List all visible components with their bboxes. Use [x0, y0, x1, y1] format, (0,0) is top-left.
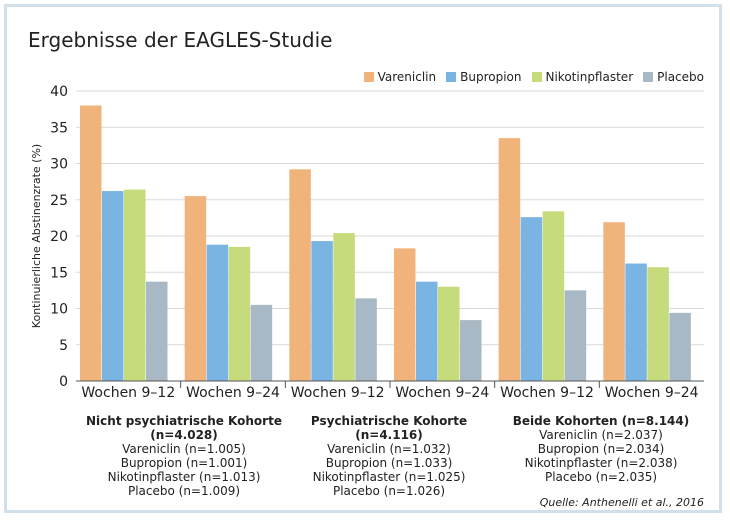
x-tick-label: Wochen 9–24 — [395, 385, 489, 401]
y-tick-label: 5 — [59, 338, 68, 354]
legend-item-vareniclin: Vareniclin — [363, 70, 437, 84]
x-tick-label: Wochen 9–24 — [186, 385, 280, 401]
legend-item-placebo: Placebo — [643, 70, 704, 84]
group-line: Bupropion (n=2.034) — [537, 442, 665, 456]
bar-vareniclin-1 — [184, 196, 207, 381]
bar-nikotinpflaster-1 — [228, 246, 251, 381]
bar-vareniclin-3 — [394, 248, 416, 381]
group-info-beide: Beide Kohorten (n=8.144) Vareniclin (n=2… — [496, 414, 706, 484]
bar-bupropion-3 — [416, 281, 438, 381]
group-head: Beide Kohorten (n=8.144) — [512, 414, 690, 428]
legend-label-placebo: Placebo — [657, 70, 704, 84]
legend-swatch-vareniclin — [363, 72, 374, 82]
legend: Vareniclin Bupropion Nikotinpflaster Pla… — [363, 70, 704, 84]
bar-placebo-5 — [669, 312, 691, 381]
y-tick-label: 10 — [50, 302, 68, 318]
bar-nikotinpflaster-0 — [124, 189, 146, 381]
bar-vareniclin-4 — [498, 138, 521, 381]
group-line: Placebo (n=2.035) — [544, 470, 658, 484]
legend-item-bupropion: Bupropion — [446, 70, 522, 84]
group-line: Bupropion (n=1.001) — [120, 456, 248, 470]
group-line: Bupropion (n=1.033) — [325, 456, 453, 470]
group-head: Psychiatrische Kohorte (n=4.116) — [310, 414, 468, 442]
bar-placebo-3 — [460, 320, 482, 381]
bar-vareniclin-0 — [80, 105, 102, 381]
legend-swatch-nikotinpflaster — [531, 72, 542, 82]
bar-nikotinpflaster-5 — [647, 267, 669, 381]
x-tick-label: Wochen 9–12 — [81, 385, 175, 401]
y-tick-label: 25 — [50, 193, 68, 209]
bar-placebo-2 — [355, 298, 377, 381]
group-line: Nikotinpflaster (n=1.013) — [107, 470, 261, 484]
y-tick-label: 30 — [50, 157, 68, 173]
y-tick-label: 35 — [50, 120, 68, 136]
bar-bupropion-1 — [206, 244, 229, 381]
legend-item-nikotinpflaster: Nikotinpflaster — [531, 70, 634, 84]
legend-swatch-placebo — [643, 72, 654, 82]
legend-label-nikotinpflaster: Nikotinpflaster — [545, 70, 634, 84]
group-info-psychiatrisch: Psychiatrische Kohorte (n=4.116) Varenic… — [284, 414, 494, 498]
bar-bupropion-5 — [625, 263, 647, 381]
group-head: Nicht psychiatrische Kohorte (n=4.028) — [86, 414, 282, 442]
bar-nikotinpflaster-3 — [438, 286, 460, 381]
y-tick-label: 0 — [59, 374, 68, 390]
group-info-nicht-psychiatrisch: Nicht psychiatrische Kohorte (n=4.028) V… — [74, 414, 294, 498]
group-line: Vareniclin (n=2.037) — [539, 428, 663, 442]
y-tick-label: 20 — [50, 229, 68, 245]
legend-label-bupropion: Bupropion — [460, 70, 522, 84]
group-line: Placebo (n=1.009) — [127, 484, 241, 498]
bar-nikotinpflaster-2 — [333, 233, 355, 381]
bar-placebo-1 — [250, 304, 273, 381]
legend-label-vareniclin: Vareniclin — [377, 70, 437, 84]
group-line: Vareniclin (n=1.005) — [122, 442, 246, 456]
group-line: Vareniclin (n=1.032) — [327, 442, 451, 456]
chart-title: Ergebnisse der EAGLES-Studie — [28, 28, 333, 52]
group-line: Nikotinpflaster (n=1.025) — [312, 470, 466, 484]
group-line: Nikotinpflaster (n=2.038) — [524, 456, 678, 470]
y-tick-label: 40 — [50, 84, 68, 100]
bar-bupropion-4 — [520, 217, 543, 381]
legend-swatch-bupropion — [446, 72, 457, 82]
bar-vareniclin-5 — [603, 222, 625, 381]
x-tick-label: Wochen 9–24 — [605, 385, 699, 401]
bar-bupropion-2 — [311, 241, 333, 381]
bar-nikotinpflaster-4 — [542, 211, 565, 381]
group-line: Placebo (n=1.026) — [332, 484, 446, 498]
bar-placebo-4 — [564, 290, 587, 381]
bar-bupropion-0 — [102, 191, 124, 381]
source-note: Quelle: Anthenelli et al., 2016 — [539, 496, 704, 509]
bar-vareniclin-2 — [289, 169, 311, 381]
x-tick-label: Wochen 9–12 — [500, 385, 594, 401]
y-axis-label: Kontinuierliche Abstinenzrate (%) — [30, 144, 43, 328]
x-tick-label: Wochen 9–12 — [291, 385, 385, 401]
bar-placebo-0 — [146, 281, 168, 381]
y-tick-label: 15 — [50, 265, 68, 281]
chart-frame — [4, 4, 722, 513]
